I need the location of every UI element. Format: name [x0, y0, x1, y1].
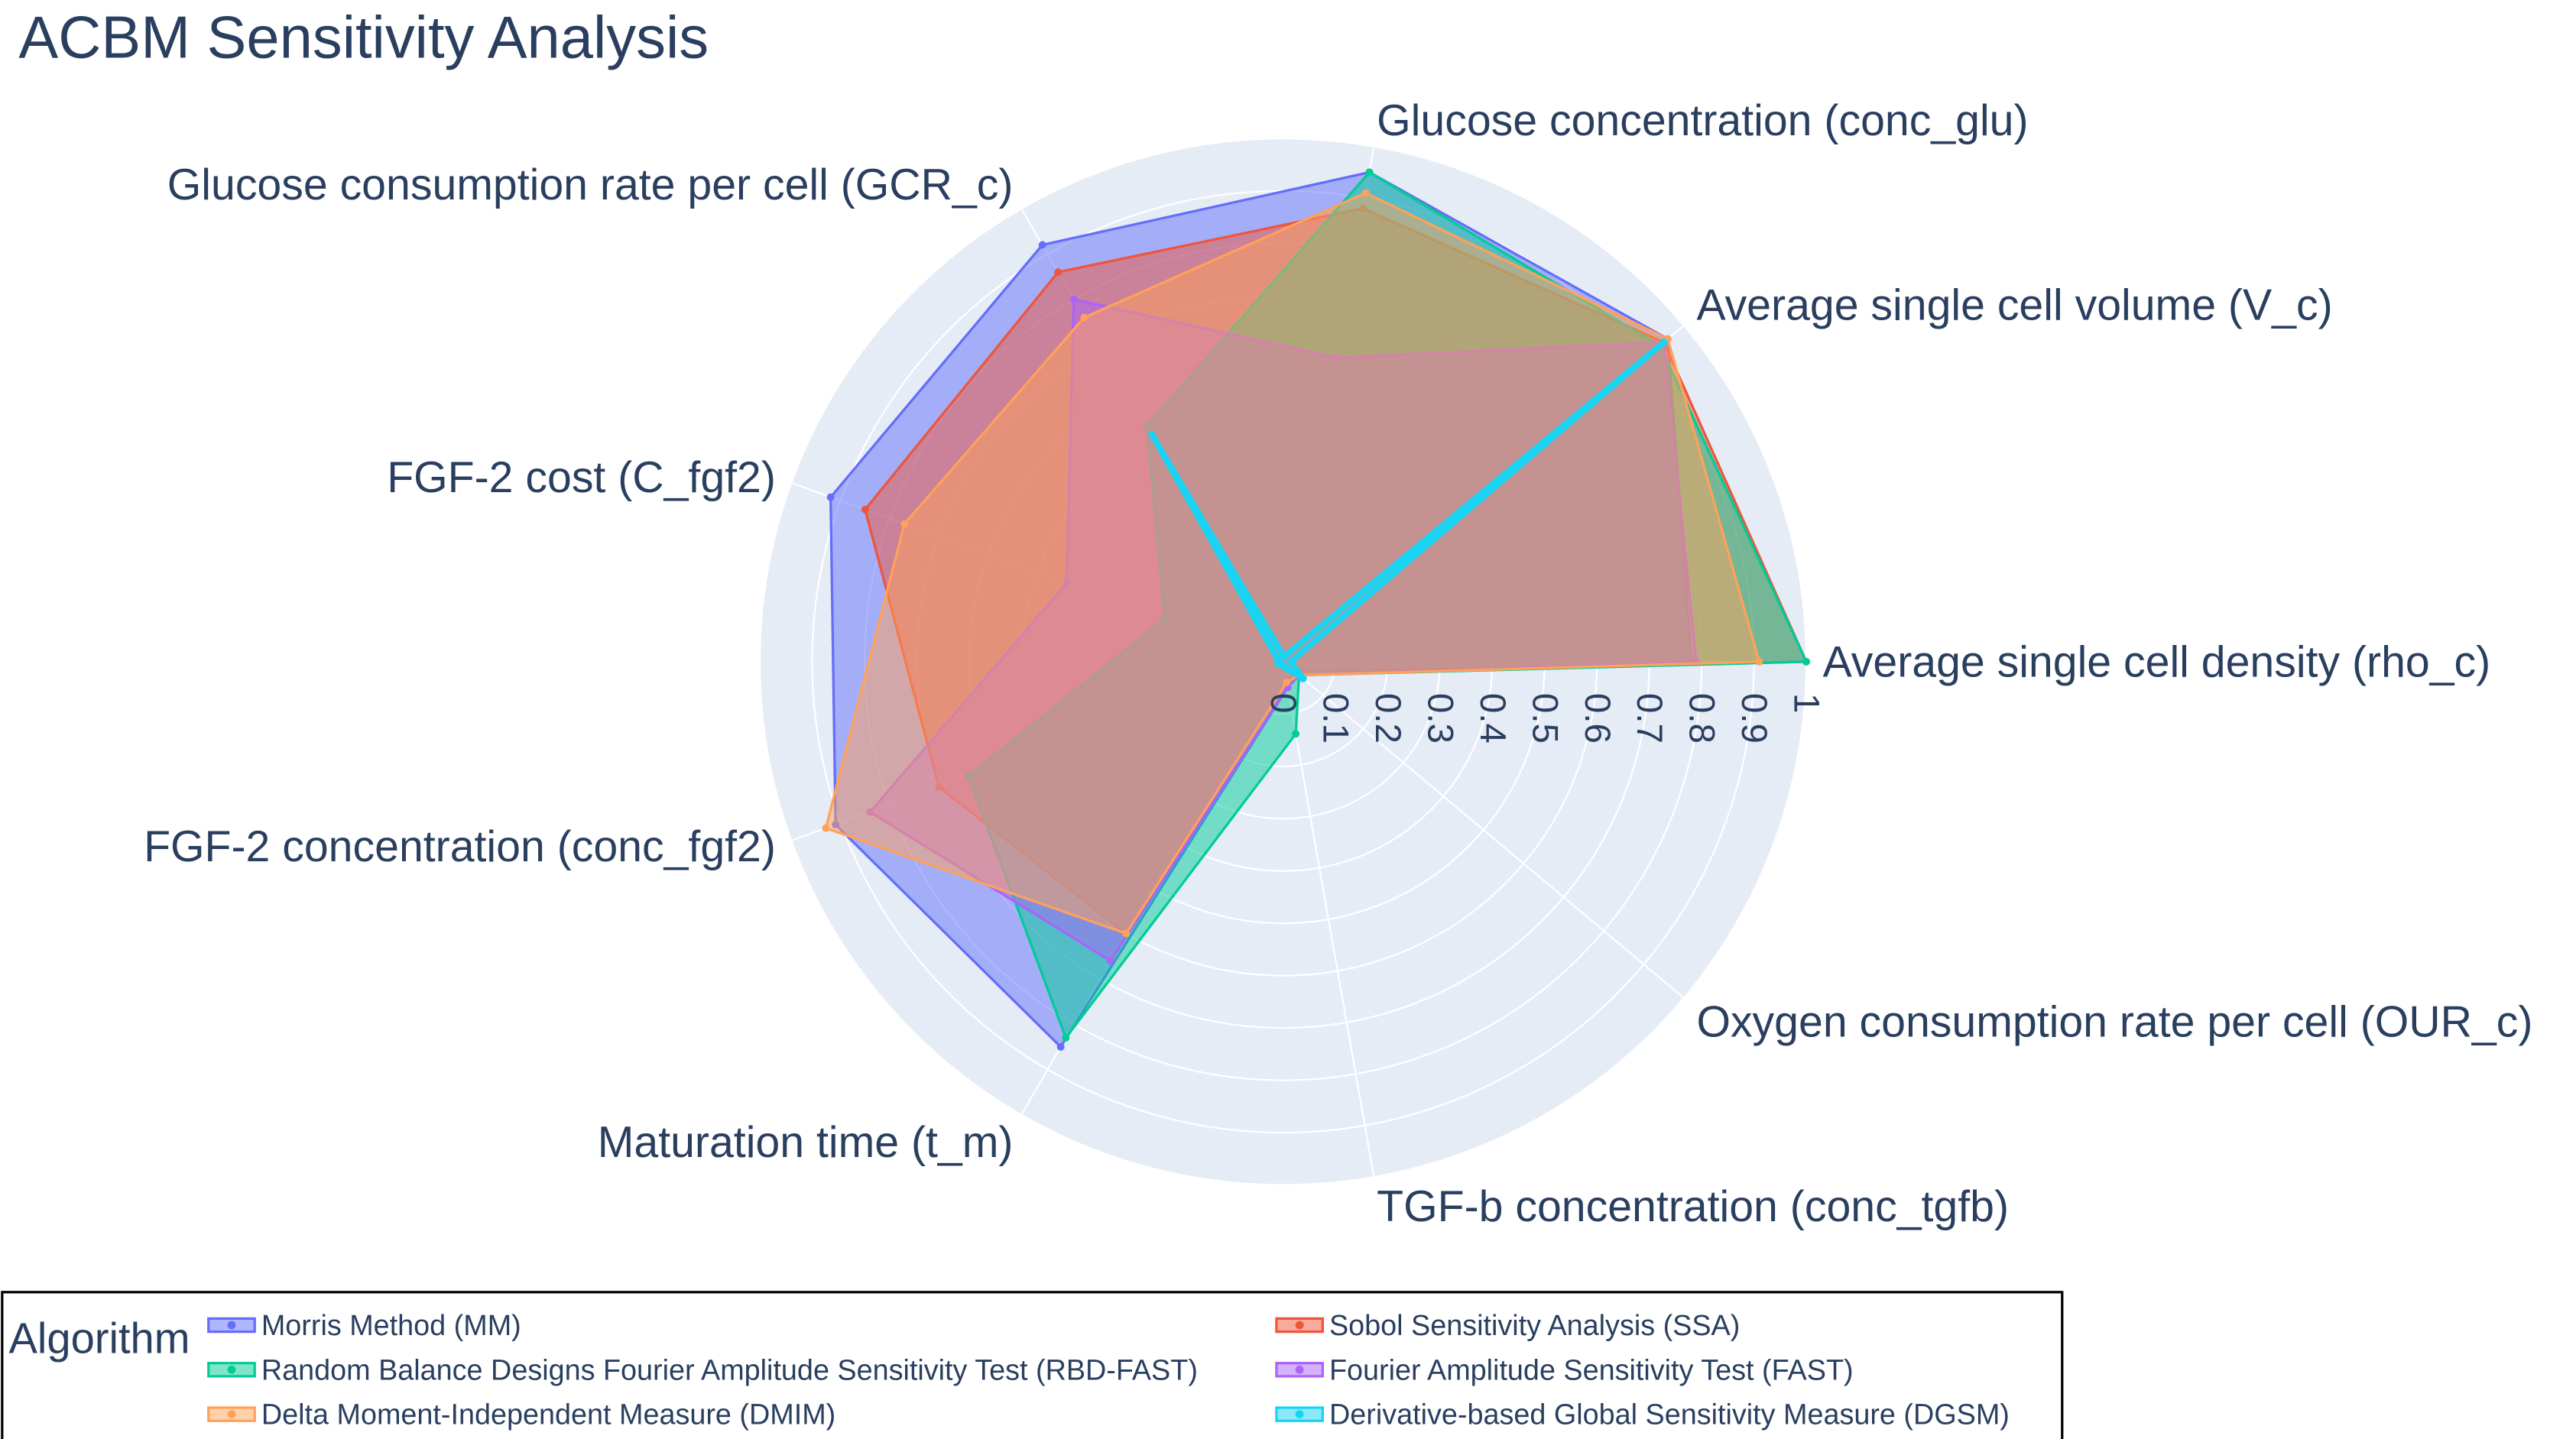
data-point: [1292, 730, 1300, 738]
data-point: [1280, 663, 1288, 671]
legend-item[interactable]: Delta Moment-Independent Measure (DMIM): [207, 1399, 836, 1431]
data-point: [1659, 338, 1668, 346]
legend-label: Delta Moment-Independent Measure (DMIM): [261, 1399, 835, 1431]
axis-label: Average single cell volume (V_c): [1696, 280, 2332, 329]
data-point: [1056, 1042, 1065, 1051]
radial-tick-label: 0.1: [1315, 693, 1355, 744]
data-point: [1286, 657, 1295, 666]
radial-tick-label: 0.8: [1682, 693, 1722, 744]
axis-label: Maturation time (t_m): [598, 1118, 1014, 1167]
legend-marker: [1295, 1321, 1304, 1330]
legend: Algorithm Morris Method (MM) Sobol Sensit…: [1, 1291, 2064, 1439]
data-point: [1080, 313, 1088, 322]
data-point: [1283, 678, 1291, 686]
legend-marker: [1295, 1410, 1304, 1419]
data-point: [1148, 431, 1157, 439]
radial-tick-label: 0.9: [1734, 693, 1774, 744]
axis-label: Average single cell density (rho_c): [1823, 637, 2491, 686]
radial-tick-labels: 0 0.1 0.2 0.3 0.4 0.5 0.6 0.7 0.8 0.9 1: [1263, 693, 1827, 744]
data-point: [1069, 295, 1078, 303]
series-area: [824, 191, 1761, 935]
radial-tick-label: 0.3: [1419, 693, 1460, 744]
legend-marker: [227, 1321, 236, 1330]
legend-label: Fourier Amplitude Sensitivity Test (FAST…: [1329, 1354, 1854, 1386]
legend-item[interactable]: Derivative-based Global Sensitivity Meas…: [1275, 1399, 2010, 1431]
data-point: [1365, 168, 1374, 177]
series-6: [1148, 338, 1668, 682]
legend-label: Morris Method (MM): [261, 1310, 521, 1342]
data-point: [1054, 268, 1063, 277]
legend-item[interactable]: Morris Method (MM): [207, 1310, 521, 1342]
data-point: [1755, 657, 1763, 666]
data-point: [822, 824, 830, 832]
data-point: [1038, 241, 1046, 249]
legend-label: Sobol Sensitivity Analysis (SSA): [1329, 1310, 1740, 1342]
radial-tick-label: 0.2: [1367, 693, 1408, 744]
axis-label: Oxygen consumption rate per cell (OUR_c): [1696, 998, 2532, 1047]
legend-marker: [227, 1365, 236, 1374]
axis-label: FGF-2 concentration (conc_fgf2): [144, 822, 776, 871]
data-point: [1299, 674, 1307, 682]
data-point: [1106, 957, 1114, 965]
polar-series-layer: [822, 168, 1811, 1051]
data-point: [1361, 189, 1370, 197]
data-point: [1122, 929, 1131, 938]
grid-spoke: [1282, 661, 1685, 999]
data-point: [861, 505, 869, 514]
axis-label: Glucose consumption rate per cell (GCR_c…: [167, 160, 1014, 209]
legend-item[interactable]: Random Balance Designs Fourier Amplitude…: [207, 1354, 1198, 1386]
data-point: [900, 520, 909, 528]
data-point: [826, 493, 835, 501]
axis-label: Glucose concentration (conc_glu): [1377, 96, 2028, 145]
data-point: [1802, 657, 1811, 666]
axis-label: FGF-2 cost (C_fgf2): [387, 453, 776, 502]
radial-tick-label: 0.5: [1524, 693, 1565, 744]
legend-marker: [227, 1410, 236, 1419]
legend-items: Morris Method (MM) Sobol Sensitivity Anal…: [207, 1310, 2010, 1431]
grid-spoke: [1282, 661, 1375, 1178]
axis-label: TGF-b concentration (conc_tgfb): [1377, 1182, 2009, 1231]
chart-title: ACBM Sensitivity Analysis: [18, 5, 709, 71]
data-point: [1280, 653, 1288, 661]
radial-tick-label: 0: [1263, 693, 1303, 713]
legend-item[interactable]: Fourier Amplitude Sensitivity Test (FAST…: [1275, 1354, 1854, 1386]
legend-marker: [1295, 1365, 1304, 1374]
angular-axis-labels: Average single cell density (rho_c) Avera…: [144, 96, 2532, 1231]
legend-label: Derivative-based Global Sensitivity Meas…: [1329, 1399, 2010, 1431]
radial-tick-label: 0.6: [1577, 693, 1617, 744]
legend-item[interactable]: Sobol Sensitivity Analysis (SSA): [1275, 1310, 1740, 1342]
legend-label: Random Balance Designs Fourier Amplitude…: [261, 1354, 1198, 1386]
legend-title: Algorithm: [8, 1314, 190, 1363]
data-point: [1062, 1034, 1070, 1042]
legend-box: [1, 1291, 2064, 1439]
radial-tick-label: 1: [1786, 693, 1827, 713]
radial-tick-label: 0.7: [1629, 693, 1669, 744]
radial-tick-label: 0.4: [1472, 693, 1513, 744]
